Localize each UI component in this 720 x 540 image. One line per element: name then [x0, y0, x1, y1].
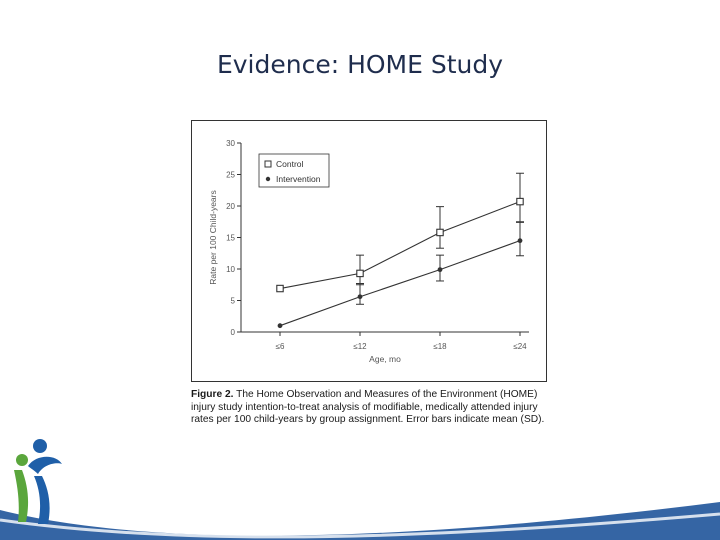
- family-figures-logo: [14, 439, 62, 524]
- y-tick-label: 5: [231, 297, 236, 306]
- control-point: [516, 197, 524, 206]
- slide-title: Evidence: HOME Study: [216, 50, 504, 79]
- x-tick-label: ≤12: [353, 342, 367, 351]
- injury-rate-chart: 0 5 10 15 20 25 30 ≤6 ≤12 ≤18 ≤24 Age, mo Rate per 1…: [208, 139, 529, 364]
- y-tick-label: 30: [226, 139, 235, 148]
- legend-label: Control: [276, 159, 304, 169]
- legend-square-icon: [264, 160, 272, 168]
- control-line: [279, 201, 521, 290]
- control-point: [276, 284, 284, 293]
- figure-frame: 0 5 10 15 20 25 30 ≤6 ≤12 ≤18 ≤24 Age, mo Rate per 1…: [191, 120, 547, 382]
- y-tick-label: 10: [226, 265, 235, 274]
- legend-box: [258, 153, 330, 188]
- figure-caption: Figure 2. The Home Observation and Measu…: [191, 389, 551, 427]
- y-tick-label: 0: [231, 328, 236, 337]
- x-tick-label: ≤6: [276, 342, 285, 351]
- y-tick-label: 15: [226, 234, 235, 243]
- intervention-line: [279, 240, 521, 327]
- caption-label: Figure 2.: [191, 389, 234, 400]
- intervention-point: [277, 323, 283, 329]
- caption-text: The Home Observation and Measures of the…: [191, 389, 545, 426]
- legend-label: Intervention: [276, 174, 321, 184]
- control-point: [356, 269, 364, 278]
- intervention-point: [357, 294, 363, 300]
- y-axis-label: Rate per 100 Child-years: [208, 190, 218, 285]
- y-tick-label: 25: [226, 171, 235, 180]
- x-tick-label: ≤24: [513, 342, 527, 351]
- x-tick-label: ≤18: [433, 342, 447, 351]
- x-axis-label: Age, mo: [369, 354, 401, 364]
- legend-dot-icon: [265, 176, 271, 182]
- bottom-swoosh-decoration: [0, 502, 720, 540]
- intervention-point: [517, 238, 523, 244]
- y-tick-label: 20: [226, 202, 235, 211]
- intervention-point: [437, 267, 443, 273]
- control-point: [436, 228, 444, 237]
